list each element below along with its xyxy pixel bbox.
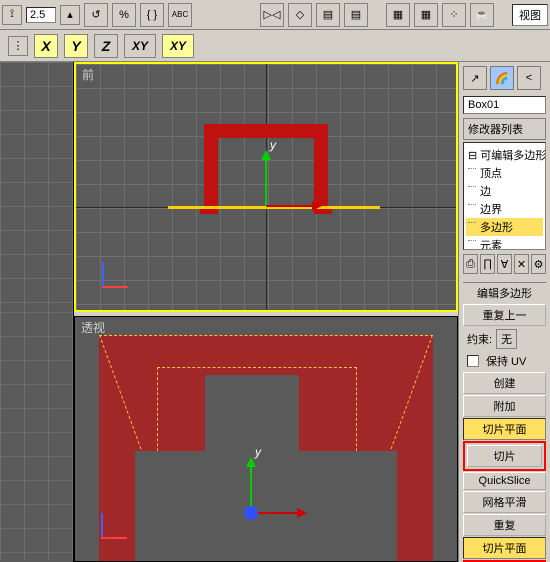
angle-snap-icon[interactable]: ↺ [84,3,108,27]
main-area: 前 y [0,62,550,562]
stack-border[interactable]: 边界 [466,200,543,218]
preserve-uv-row: 保持 UV [463,351,546,371]
viewport-front-label: 前 [82,66,94,83]
curve-icon[interactable]: ▦ [414,3,438,27]
repeat-last-button[interactable]: 重复上一 [463,304,546,326]
percent-snap-icon[interactable]: % [112,3,136,27]
viewport-front[interactable]: 前 y [74,62,458,312]
stack-vertex[interactable]: 顶点 [466,164,543,182]
modifier-stack[interactable]: ⊟ 可编辑多边形 顶点 边 边界 多边形 元素 [463,142,546,250]
constraint-row: 约束: 无 [463,327,546,351]
toolbar-handle-icon[interactable]: ⋮ [8,36,28,56]
modifier-list-dropdown[interactable]: 修改器列表 [463,118,546,140]
abc-icon[interactable]: ABC [168,3,192,27]
axis-toolbar: ⋮ X Y Z XY XY [0,30,550,62]
stack-element[interactable]: 元素 [466,236,543,250]
stack-polygon[interactable]: 多边形 [466,218,543,236]
quickslice-button[interactable]: QuickSlice [463,472,546,490]
slice-button[interactable]: 切片 [467,445,542,467]
left-viewport-strip [0,62,74,562]
tab-modify-icon[interactable]: 🌈 [490,66,514,90]
constraint-dropdown[interactable]: 无 [496,329,517,349]
axis-z-button[interactable]: Z [94,34,118,58]
front-grid: y [76,64,456,310]
msmooth-button[interactable]: 网格平滑 [463,491,546,513]
preserve-uv-label: 保持 UV [486,353,526,369]
viewport-stack: 前 y [74,62,458,562]
tab-create-icon[interactable]: ↗ [463,66,487,90]
spinner-value[interactable]: 2.5 [26,7,56,23]
axis-xy-button[interactable]: XY [124,34,156,58]
pin-stack-icon[interactable]: ⎙ [463,254,478,274]
axis-xy2-button[interactable]: XY [162,34,194,58]
material-icon[interactable]: ▦ [386,3,410,27]
render-icon[interactable]: ☕ [470,3,494,27]
persp-scene: y [75,317,457,561]
slice-plane-button[interactable]: 切片平面 [463,418,546,440]
viewport-perspective[interactable]: 透视 y [74,316,458,562]
axis-x-button[interactable]: X [34,34,58,58]
dots-icon[interactable]: ⁘ [442,3,466,27]
viewport-persp-label: 透视 [81,319,105,336]
slice-plane-button-2[interactable]: 切片平面 [463,537,546,559]
mirror-icon[interactable]: ▷◁ [260,3,284,27]
layers-icon-1[interactable]: ▤ [316,3,340,27]
main-toolbar: ⟟ 2.5 ▴ ↺ % { } ABC ▷◁ ◇ ▤ ▤ ▦ ▦ ⁘ ☕ 视图 [0,0,550,30]
tab-hierarchy-icon[interactable]: < [517,66,541,90]
spinner-up-icon[interactable]: ▴ [60,5,80,25]
object-name-field[interactable]: Box01 [463,96,546,114]
create-button[interactable]: 创建 [463,372,546,394]
slice-highlight: 切片 [463,441,546,471]
axis-y-button[interactable]: Y [64,34,88,58]
tessellate-button[interactable]: 重复 [463,514,546,536]
command-panel-tabs: ↗ 🌈 < [463,66,546,90]
command-panel: ↗ 🌈 < Box01 修改器列表 ⊟ 可编辑多边形 顶点 边 边界 多边形 元… [458,62,550,562]
section-edit-label: 编辑多边形 [463,282,546,303]
config-icon[interactable]: ⚙ [531,254,546,274]
attach-button[interactable]: 附加 [463,395,546,417]
constraint-label: 约束: [467,331,492,347]
delete-mod-icon[interactable]: ✕ [514,254,529,274]
unique-icon[interactable]: ∀ [497,254,512,274]
stack-tools: ⎙ ∏ ∀ ✕ ⚙ [463,254,546,274]
stack-edge[interactable]: 边 [466,182,543,200]
layers-icon-2[interactable]: ▤ [344,3,368,27]
preserve-uv-checkbox[interactable] [467,355,479,367]
show-result-icon[interactable]: ∏ [480,254,495,274]
align-icon[interactable]: ◇ [288,3,312,27]
brace-icon[interactable]: { } [140,3,164,27]
toolbar-snap-icon[interactable]: ⟟ [2,5,22,25]
stack-root[interactable]: ⊟ 可编辑多边形 [466,146,543,164]
view-menu[interactable]: 视图 [512,4,548,26]
